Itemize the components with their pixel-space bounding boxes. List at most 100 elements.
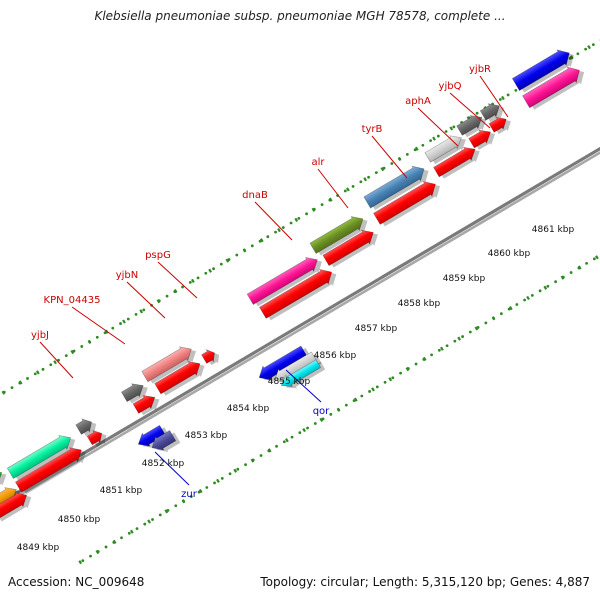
guide-dot [26,377,29,380]
KPN_04435-cds-feature[interactable] [132,389,163,418]
guide-tick [285,438,289,443]
guide-tick [560,275,565,280]
guide-tick [18,380,23,385]
guide-dot [126,317,130,321]
gene-label: yjbR [469,64,491,75]
guide-tick [397,156,402,162]
guide-tick [129,529,134,534]
guide-tick [508,306,513,311]
guide-dot [64,354,68,357]
guide-dot [104,545,108,549]
guide-tick [164,509,169,514]
guide-dot [399,371,402,375]
gene-right-2-feature[interactable] [521,61,588,113]
guide-dot [188,281,192,284]
yjbR-gene-feature[interactable] [479,98,508,126]
gene-label: KPN_04435 [44,295,101,306]
guide-dot [143,522,147,526]
genome-backbone [0,146,600,509]
guide-dot [274,230,277,234]
guide-dot [181,285,184,289]
guide-dot [421,143,425,147]
map-title: Klebsiella pneumoniae subsp. pneumoniae … [94,9,506,23]
tyrB-gene-feature[interactable] [363,160,433,213]
guide-dot [244,463,247,467]
guide-tick [302,427,306,433]
guide-dot [259,454,263,457]
tyrB-cds-feature[interactable] [373,175,445,229]
guide-tick [526,295,530,301]
yjbQ-cds-feature[interactable] [468,124,499,153]
guide-tick [242,248,247,253]
guide-dot [576,52,580,56]
guide-dot [10,386,14,390]
KPN_04435-gene-feature[interactable] [120,378,151,407]
cds-left-2-feature[interactable] [14,442,90,498]
guide-tick [250,458,255,463]
yjbJ-cds-feature[interactable] [86,426,110,450]
guide-tick [147,519,151,524]
guide-dot [119,322,122,325]
yjbN-gene-feature[interactable] [141,341,200,387]
guide-tick [191,278,195,284]
kbp-label: 4860 kbp [488,249,531,259]
guide-dot [344,403,348,407]
guide-tick [225,258,230,263]
guide-tick [112,539,117,544]
guide-tick [432,136,436,141]
leader-line [126,281,166,319]
guide-tick [267,448,272,453]
zur-cds-feature[interactable] [148,427,181,458]
guide-dot [499,312,503,316]
guide-dot [281,226,285,229]
guide-dot [189,495,193,499]
guide-tick [440,346,444,351]
dnaB-cds-feature[interactable] [258,263,340,323]
guide-dot [498,98,502,101]
feature-tracks[interactable] [0,44,589,525]
guide-dot [134,313,138,316]
dnaB-gene-feature[interactable] [246,251,326,309]
guide-dot [213,481,216,485]
yjbN-cds-feature[interactable] [154,355,209,399]
gene-label: dnaB [242,190,268,201]
guide-dot [196,276,200,280]
alr-cds-feature[interactable] [322,224,382,271]
gene-right-1-feature[interactable] [511,44,578,96]
guide-tick [208,268,212,273]
aphA-cds-feature[interactable] [433,141,484,182]
guide-dot [538,289,542,293]
guide-dot [298,431,302,435]
kbp-label: 4859 kbp [443,274,486,284]
leader-line [254,201,293,241]
guide-tick [569,55,574,60]
cds-left-1-feature[interactable] [0,487,35,525]
guide-dot [585,261,589,265]
gene-label: qor [313,406,330,417]
guide-tick [122,319,126,324]
guide-dot [546,284,550,288]
guide-dot [320,203,324,207]
gene-label: zur [181,489,198,500]
pspG-cds-feature[interactable] [201,345,223,368]
guide-dot [80,345,84,348]
guide-tick [595,255,599,260]
gene-left-2-feature[interactable] [6,429,79,483]
leader-line [417,107,459,147]
guide-tick [414,146,419,151]
yjbR-cds-feature[interactable] [488,112,514,138]
guide-dot [205,486,209,489]
guide-tick [491,316,496,321]
yjbJ-gene-feature[interactable] [75,414,100,440]
alr-gene-feature[interactable] [309,210,372,258]
guide-dot [375,385,379,389]
leader-line [157,261,198,299]
leader-line [371,135,408,179]
guide-dot [514,88,518,92]
qor-cds-feature[interactable] [278,357,326,395]
guide-tick [1,390,6,395]
yjbQ-gene-feature[interactable] [456,109,491,140]
guide-tick [181,499,186,504]
guide-dot [414,362,418,366]
